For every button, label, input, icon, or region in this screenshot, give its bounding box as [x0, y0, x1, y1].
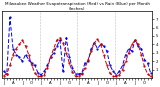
Title: Milwaukee Weather Evapotranspiration (Red) vs Rain (Blue) per Month (Inches): Milwaukee Weather Evapotranspiration (Re… [5, 2, 150, 11]
